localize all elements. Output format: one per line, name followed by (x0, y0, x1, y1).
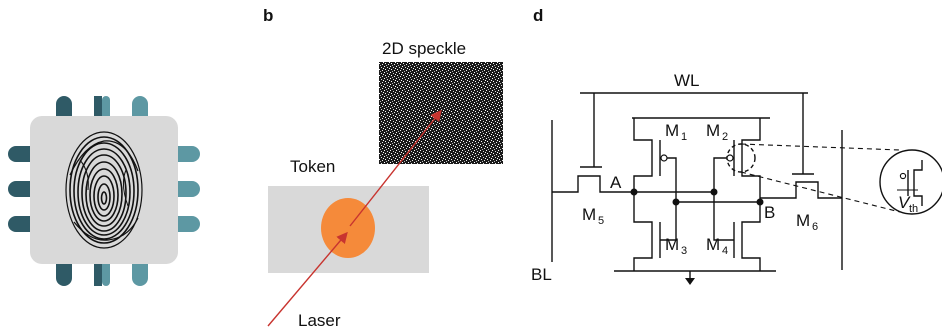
chip-body (30, 116, 178, 264)
ground-arrow (685, 278, 695, 285)
chip-pin (94, 256, 102, 286)
bitline-label: BL (531, 265, 552, 284)
svg-text:4: 4 (722, 245, 728, 257)
transistor-label-m6: M 6 (796, 211, 818, 233)
svg-text:M: M (706, 121, 720, 140)
node-dot (756, 198, 764, 206)
panel-label-d: d (533, 6, 543, 25)
svg-text:th: th (909, 203, 918, 215)
svg-text:M: M (582, 205, 596, 224)
pmos-bubble (726, 154, 734, 162)
transistor-label-m4: M 4 (706, 235, 728, 257)
transistor-label-m2: M 2 (706, 121, 728, 143)
svg-text:M: M (706, 235, 720, 254)
node-dot (710, 188, 718, 196)
speckle-image (379, 62, 503, 164)
speckle-label: 2D speckle (382, 39, 466, 58)
node-a-label: A (610, 173, 622, 192)
laser-spot (321, 198, 375, 258)
panel-label-b: b (263, 6, 273, 25)
node-dot (672, 198, 680, 206)
svg-text:V: V (898, 193, 911, 212)
transistor-label-m3: M 3 (665, 235, 687, 257)
node-dot (630, 188, 638, 196)
node-b-label: B (764, 203, 775, 222)
svg-text:3: 3 (681, 245, 687, 257)
svg-text:M: M (665, 235, 679, 254)
transistor-label-m1: M 1 (665, 121, 687, 143)
svg-text:M: M (796, 211, 810, 230)
chip-pin (94, 96, 102, 124)
token-label: Token (290, 157, 335, 176)
svg-text:5: 5 (598, 215, 604, 227)
svg-text:1: 1 (681, 131, 687, 143)
transistor-label-m5: M 5 (582, 205, 604, 227)
chip-fingerprint (8, 96, 200, 286)
laser-beam-scattered (349, 109, 442, 227)
svg-text:6: 6 (812, 221, 818, 233)
wordline-label: WL (674, 71, 700, 90)
threshold-inset (879, 149, 942, 215)
laser-label: Laser (298, 311, 341, 328)
svg-text:M: M (665, 121, 679, 140)
fingerprint-icon (65, 131, 143, 249)
laser-beam-incident (267, 231, 348, 327)
sram-circuit (551, 92, 901, 278)
inset-vth-label: V th (898, 193, 918, 215)
pmos-bubble (660, 154, 668, 162)
svg-text:2: 2 (722, 131, 728, 143)
